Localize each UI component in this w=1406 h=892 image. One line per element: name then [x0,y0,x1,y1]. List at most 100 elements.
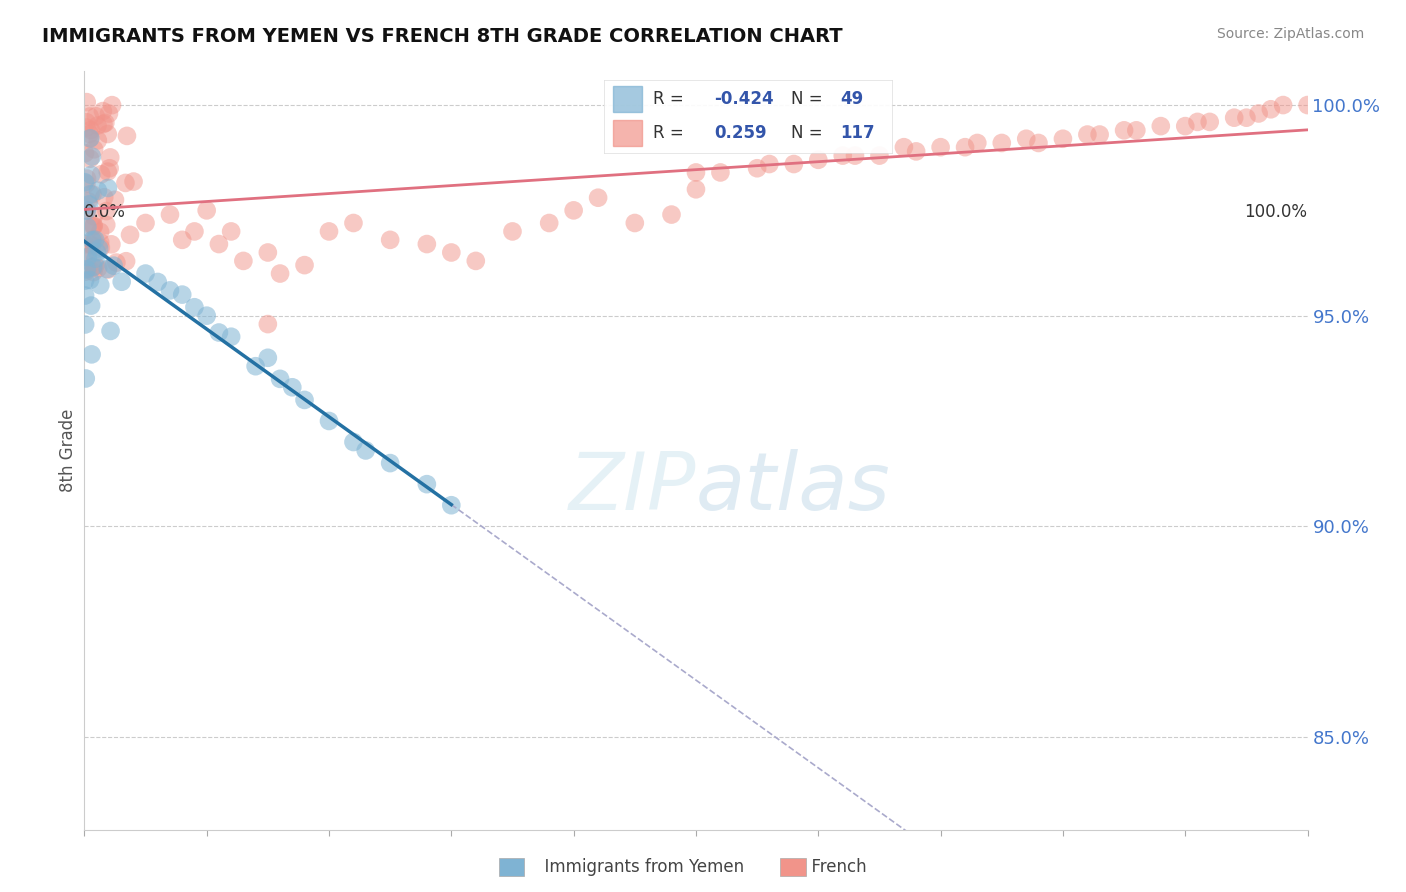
Point [1015,132,1038,146]
Point [232,253,254,268]
Point [80,168,103,182]
Point [89,235,111,250]
Point [257,245,280,260]
Point [1150,119,1173,133]
Text: N =: N = [792,90,823,108]
Point [318,224,340,238]
Text: French: French [801,858,868,876]
Point [75,177,97,191]
Point [89,278,111,293]
Point [208,326,231,340]
Point [87,133,110,147]
Text: Source: ZipAtlas.com: Source: ZipAtlas.com [1216,27,1364,41]
Point [758,157,780,171]
Point [94,116,117,130]
Point [86,245,108,260]
Point [75,371,97,385]
Point [1187,115,1209,129]
Point [82,238,104,252]
Point [294,392,316,407]
Point [97,262,120,277]
Point [80,299,103,313]
Point [380,456,402,470]
Point [709,165,731,179]
Point [90,241,112,255]
Point [75,237,97,252]
Point [75,288,97,302]
Point [115,254,138,268]
Point [75,115,97,129]
Point [97,164,120,178]
Point [562,203,585,218]
Point [831,148,853,162]
Point [84,233,107,247]
Point [79,152,101,166]
Point [747,161,769,176]
Point [269,267,291,281]
Point [586,191,609,205]
Point [82,219,104,234]
Point [76,250,98,264]
Point [172,233,194,247]
Point [79,237,101,252]
Point [269,372,291,386]
Point [991,136,1014,150]
Point [91,104,114,119]
Point [97,106,120,120]
Point [159,208,181,222]
Text: R =: R = [654,90,685,108]
Point [195,203,218,218]
Point [172,287,194,301]
Point [1247,106,1270,120]
Point [661,208,683,222]
Point [219,330,242,344]
Point [82,233,104,247]
Point [89,225,111,239]
Point [86,119,108,133]
Point [966,136,988,150]
Point [1052,132,1074,146]
Text: 0.0%: 0.0% [84,202,127,220]
Point [104,193,127,207]
Point [135,267,157,281]
Point [440,498,463,512]
Point [807,153,830,167]
FancyBboxPatch shape [613,120,641,146]
Text: 49: 49 [841,90,863,108]
Point [75,204,97,219]
Text: Immigrants from Yemen: Immigrants from Yemen [534,858,744,876]
Point [440,245,463,260]
Point [1028,136,1050,150]
Point [82,219,104,233]
Point [76,95,98,109]
FancyBboxPatch shape [613,87,641,112]
Point [100,237,122,252]
Point [87,261,110,276]
Point [97,127,120,141]
Point [195,309,218,323]
Point [93,190,115,204]
Point [122,175,145,189]
Point [87,184,110,198]
Text: 117: 117 [841,124,875,142]
Point [342,435,364,450]
Point [79,131,101,145]
Point [79,110,101,124]
Point [73,274,96,288]
Text: R =: R = [654,124,685,142]
Point [84,259,107,273]
Point [79,131,101,145]
Point [464,253,486,268]
Point [219,224,242,238]
Point [77,197,100,211]
Point [953,140,976,154]
Point [103,259,125,273]
Text: N =: N = [792,124,823,142]
Point [685,182,707,196]
Point [1296,98,1319,112]
Point [105,255,128,269]
Point [1088,128,1111,142]
Point [257,317,280,331]
Point [97,261,120,276]
Text: ZIP: ZIP [568,450,696,527]
